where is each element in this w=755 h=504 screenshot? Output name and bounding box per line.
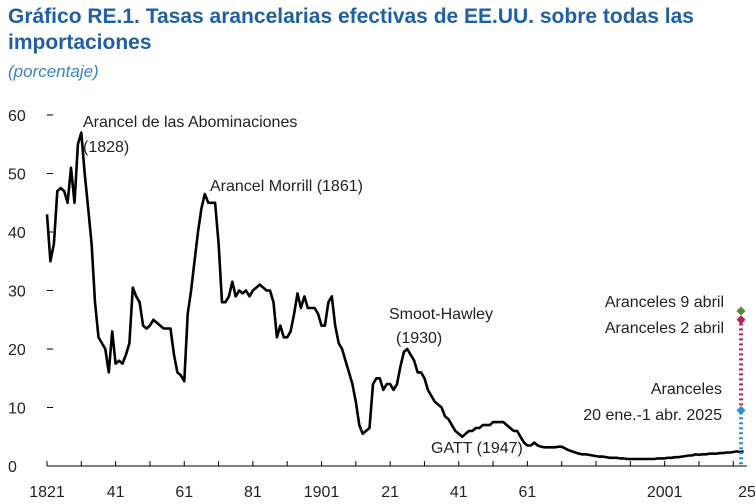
y-tick-label: 20 (8, 342, 26, 359)
x-tick-label: 2001 (647, 484, 683, 501)
annotation-abominaciones-name: Arancel de las Abominaciones (83, 114, 297, 131)
series-lines (45, 131, 744, 461)
y-tick-label: 10 (8, 401, 26, 418)
x-tick-label: 21 (381, 484, 399, 501)
diamond-marker (736, 306, 746, 316)
annotation-morrill: Arancel Morrill (1861) (210, 178, 363, 195)
x-tick-label: 81 (244, 484, 262, 501)
x-tick-label: 61 (518, 484, 536, 501)
x-tick-label: 1821 (29, 484, 65, 501)
annotation-abominaciones-year: (1828) (83, 139, 129, 156)
y-tick-label: 0 (8, 459, 17, 476)
diamond-marker (736, 315, 746, 325)
annotation-aranceles-ene-line1: Aranceles (651, 381, 722, 398)
y-tick-label: 60 (8, 108, 26, 125)
x-axis: 1821 41 61 81 1901 21 41 61 2001 25 (29, 461, 755, 501)
annotation-aranceles-9-abril: Aranceles 9 abril (605, 294, 724, 311)
x-tick-label: 1901 (304, 484, 340, 501)
y-tick-label: 50 (8, 167, 26, 184)
annotation-smoot-year: (1930) (396, 330, 442, 347)
series-line (45, 131, 744, 461)
annotation-gatt: GATT (1947) (431, 440, 523, 457)
x-tick-label: 41 (450, 484, 468, 501)
y-tick-label: 30 (8, 284, 26, 301)
chart-subtitle: (porcentaje) (8, 62, 99, 81)
x-tick-label: 25 (738, 484, 755, 501)
tariff-markers (736, 306, 746, 465)
diamond-marker (736, 405, 746, 415)
y-tick-label: 40 (8, 225, 26, 242)
y-axis: 0 10 20 30 40 50 60 (8, 108, 53, 476)
x-tick-label: 61 (175, 484, 193, 501)
annotation-aranceles-2-abril: Aranceles 2 abril (605, 320, 724, 337)
chart-title: Gráfico RE.1. Tasas arancelarias efectiv… (8, 5, 694, 54)
annotation-aranceles-ene-line2: 20 ene.-1 abr. 2025 (583, 407, 722, 424)
annotation-smoot-name: Smoot-Hawley (389, 306, 493, 323)
x-tick-label: 41 (107, 484, 125, 501)
